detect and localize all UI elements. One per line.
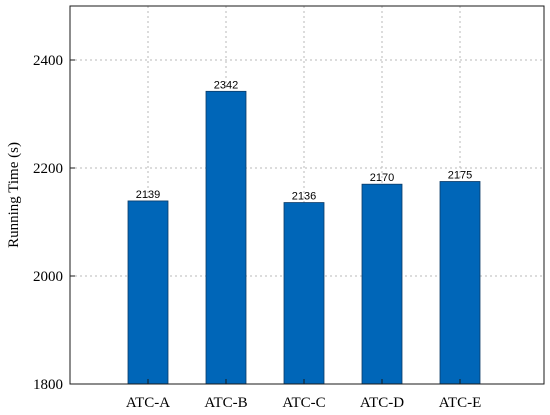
y-tick-label: 2200 xyxy=(33,161,63,177)
y-tick-label: 2400 xyxy=(33,53,63,69)
x-tick-label: ATC-A xyxy=(126,395,170,411)
bar-atc-a xyxy=(127,200,169,385)
data-label: 2136 xyxy=(292,191,316,203)
x-tick-label: ATC-C xyxy=(282,395,325,411)
x-tick-label: ATC-D xyxy=(360,395,404,411)
x-tick-label: ATC-B xyxy=(204,395,247,411)
y-axis-ticks: 1800 2000 2200 2400 xyxy=(33,53,75,393)
bar-atc-b xyxy=(205,90,247,385)
data-labels: 2139 2342 2136 2170 2175 xyxy=(136,79,472,202)
x-tick-label: ATC-E xyxy=(439,395,482,411)
plot-frame xyxy=(69,5,545,385)
bar-atc-e xyxy=(439,181,481,385)
bar-atc-c xyxy=(283,202,325,385)
y-tick-label: 1800 xyxy=(33,377,63,393)
bar-atc-d xyxy=(361,183,403,385)
data-label: 2170 xyxy=(370,172,394,184)
y-axis-title: Running Time (s) xyxy=(6,142,22,248)
x-axis-ticks: ATC-A ATC-B ATC-C ATC-D ATC-E xyxy=(126,379,481,411)
y-tick-label: 2000 xyxy=(33,269,63,285)
data-label: 2175 xyxy=(448,170,472,182)
data-label: 2139 xyxy=(136,189,160,201)
bars xyxy=(127,90,481,385)
data-label: 2342 xyxy=(214,79,238,91)
